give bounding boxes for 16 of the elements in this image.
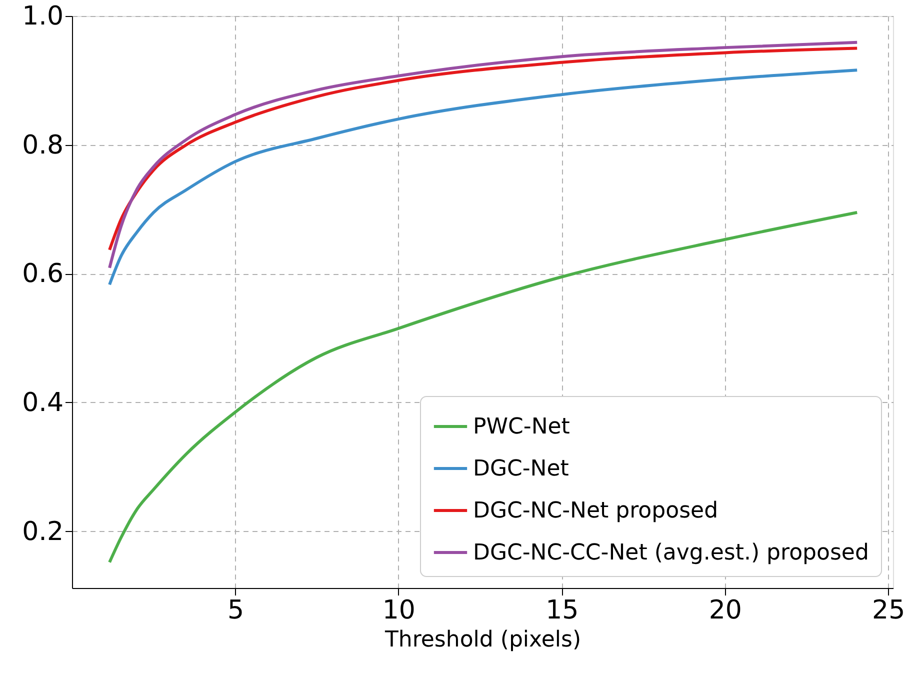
x-tick-label: 5 bbox=[227, 596, 244, 626]
y-tick-label: 0.4 bbox=[22, 388, 64, 418]
x-axis-title: Threshold (pixels) bbox=[384, 628, 582, 652]
x-tick-label: 10 bbox=[382, 596, 416, 626]
x-tick-label: 20 bbox=[708, 596, 742, 626]
x-tick-label: 15 bbox=[546, 596, 579, 626]
legend-label: DGC-NC-CC-Net (avg.est.) proposed bbox=[473, 540, 869, 566]
y-tick-label: 0.6 bbox=[22, 259, 64, 290]
y-tick-label: 0.8 bbox=[22, 130, 64, 160]
legend-label: DGC-Net bbox=[473, 456, 570, 482]
x-tick-label: 25 bbox=[872, 596, 906, 626]
y-tick-label: 0.2 bbox=[22, 516, 64, 547]
line-series bbox=[108, 68, 859, 286]
y-tick-label: 1.0 bbox=[22, 2, 64, 32]
legend-label: DGC-NC-Net proposed bbox=[473, 498, 718, 524]
legend-label: PWC-Net bbox=[473, 414, 570, 440]
